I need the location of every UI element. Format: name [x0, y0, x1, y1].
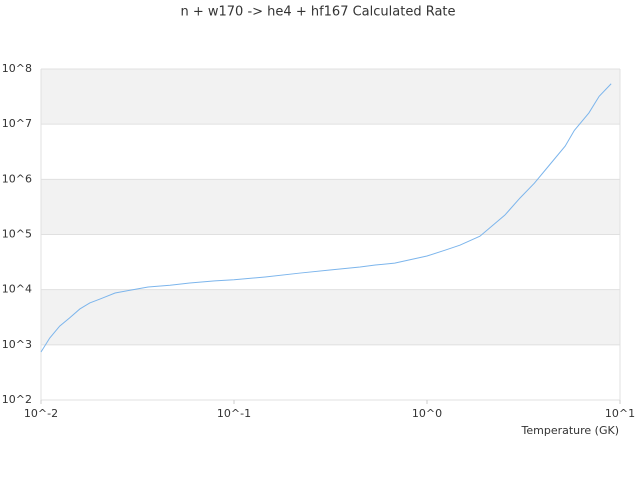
y-tick-label: 10^2: [2, 393, 32, 406]
y-tick-label: 10^8: [2, 62, 32, 75]
y-tick-label: 10^5: [2, 228, 32, 241]
chart-title: n + w170 -> he4 + hf167 Calculated Rate: [180, 5, 455, 20]
x-tick-label: 10^-1: [217, 407, 251, 420]
y-tick-label: 10^3: [2, 338, 32, 351]
y-tick-label: 10^7: [2, 117, 32, 130]
x-tick-label: 10^0: [412, 407, 442, 420]
data-line: [40, 83, 612, 353]
grid-band: [41, 289, 620, 345]
x-axis-label: Temperature (GK): [521, 424, 620, 437]
y-tick-label: 10^4: [2, 283, 32, 296]
grid-band: [41, 69, 620, 125]
grid-band: [41, 179, 620, 235]
x-tick-label: 10^1: [605, 407, 635, 420]
y-tick-label: 10^6: [2, 172, 32, 185]
x-tick-label: 10^-2: [24, 407, 58, 420]
